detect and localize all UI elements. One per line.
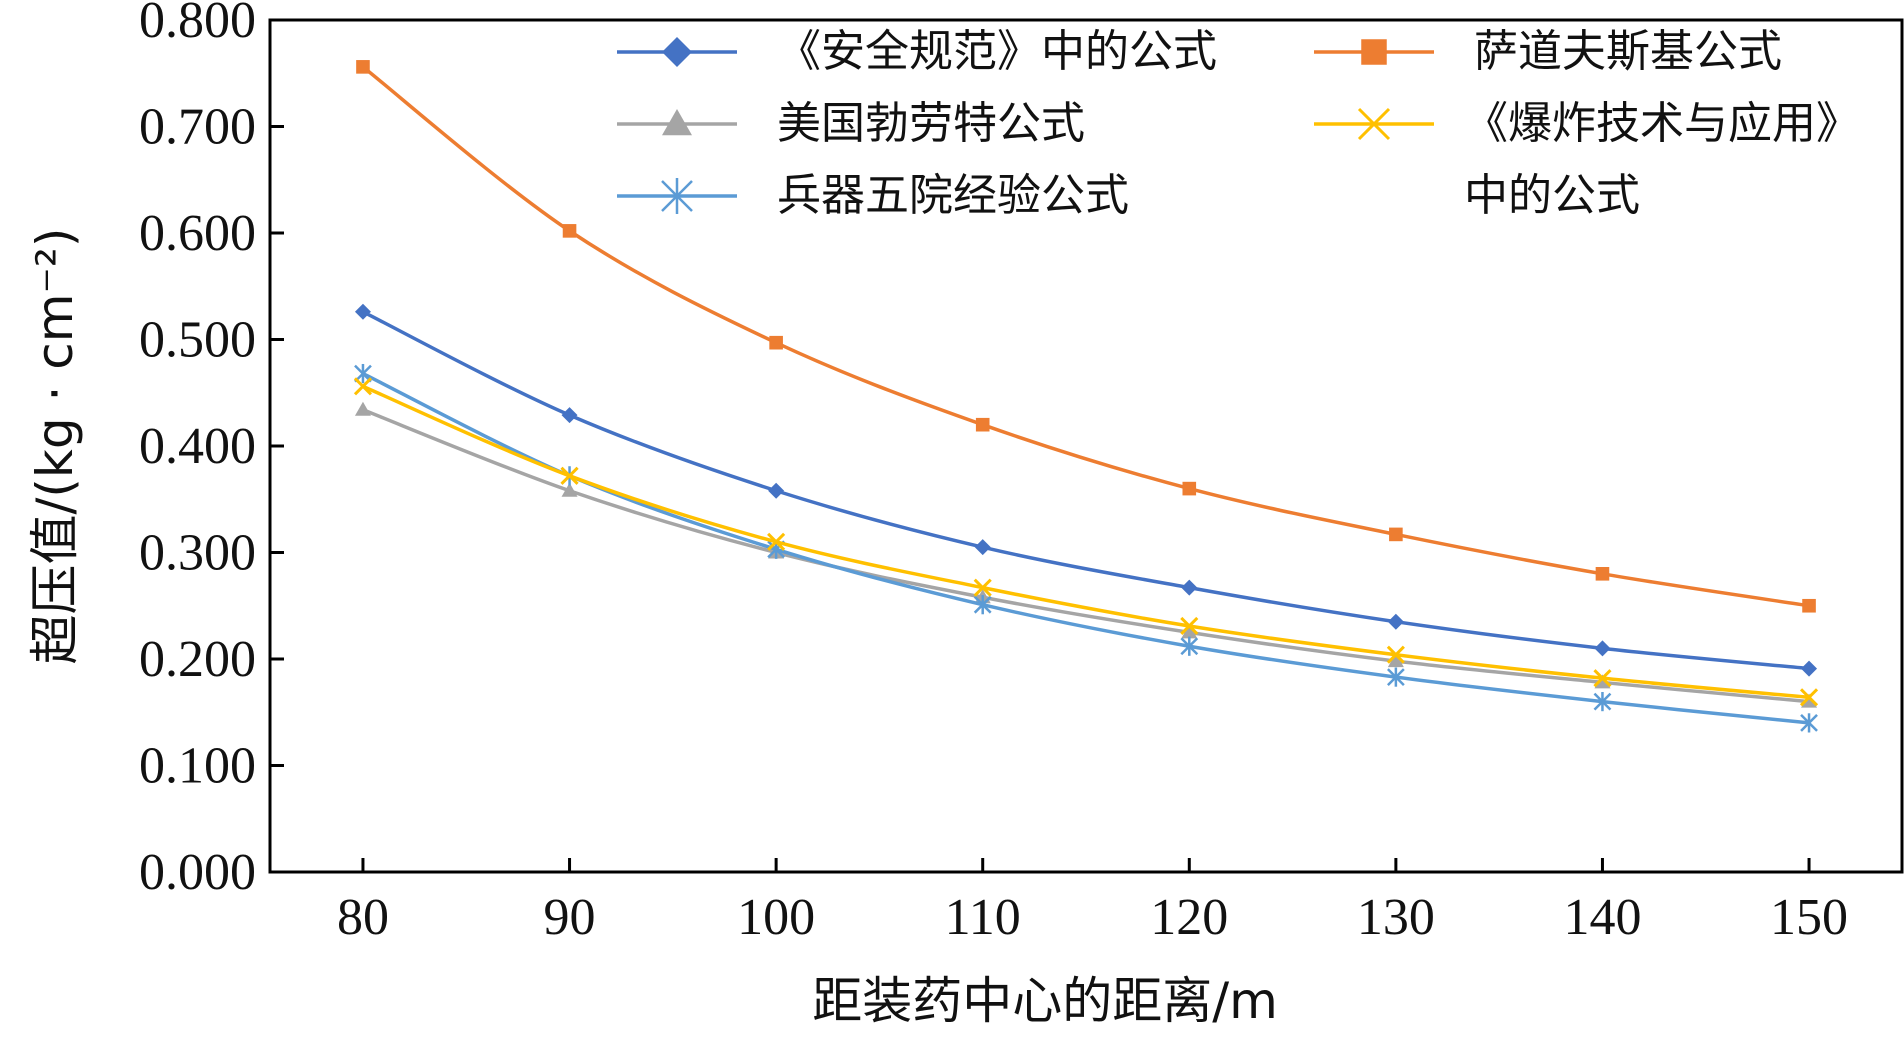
- legend-item: 《爆炸技术与应用》中的公式: [1314, 98, 1860, 221]
- data-point: [1387, 653, 1404, 668]
- data-point: [1180, 616, 1199, 636]
- data-point: [1387, 613, 1404, 630]
- legend-label: 美国勃劳特公式: [777, 98, 1085, 149]
- data-point: [1386, 645, 1405, 664]
- data-point: [560, 466, 579, 485]
- y-tick-label: 0.200: [139, 631, 256, 688]
- series-square: [356, 60, 1816, 613]
- legend-item: 美国勃劳特公式: [617, 98, 1085, 149]
- data-point: [1594, 640, 1611, 657]
- legend-label: 《爆炸技术与应用》: [1464, 98, 1860, 149]
- x-tick-label: 140: [1563, 889, 1641, 946]
- legend-label: 兵器五院经验公式: [777, 170, 1129, 221]
- data-point: [1593, 669, 1612, 688]
- data-point: [768, 482, 785, 499]
- legend-marker: [662, 37, 692, 67]
- series-diamond: [354, 303, 1818, 677]
- y-tick-label: 0.500: [139, 312, 256, 369]
- legend-label: 萨道夫斯基公式: [1474, 26, 1782, 77]
- x-axis-title: 距装药中心的距离/m: [812, 972, 1278, 1030]
- data-point: [1182, 481, 1197, 496]
- data-point: [561, 407, 578, 424]
- series-line: [362, 372, 1810, 725]
- y-tick-label: 0.000: [139, 844, 256, 901]
- legend-marker: [1361, 39, 1387, 65]
- data-point: [1801, 693, 1818, 708]
- legend-label: 中的公式: [1464, 170, 1640, 221]
- data-point: [356, 60, 370, 74]
- data-point: [974, 539, 991, 556]
- x-tick-label: 90: [544, 889, 596, 946]
- x-tick-label: 150: [1770, 889, 1848, 946]
- x-tick-label: 80: [337, 889, 389, 946]
- y-tick-label: 0.700: [139, 99, 256, 156]
- legend-marker: [662, 109, 692, 136]
- series-line: [362, 384, 1810, 700]
- y-tick-label: 0.400: [139, 418, 256, 475]
- data-point: [1595, 567, 1610, 581]
- y-tick-label: 0.100: [139, 738, 256, 795]
- x-tick-label: 110: [945, 889, 1021, 946]
- data-point: [767, 532, 786, 551]
- y-axis-title: 超压值/(kg · cm⁻²): [26, 228, 84, 665]
- data-point: [562, 224, 577, 238]
- legend-marker: [1357, 107, 1391, 141]
- data-point: [973, 595, 992, 615]
- legend-label: 《安全规范》中的公式: [777, 26, 1217, 77]
- legend-item: 兵器五院经验公式: [617, 170, 1129, 221]
- legend-item: 《安全规范》中的公式: [617, 26, 1217, 77]
- data-point: [1801, 660, 1818, 677]
- y-tick-label: 0.300: [139, 525, 256, 582]
- data-point: [1799, 688, 1819, 707]
- data-point: [1594, 674, 1611, 689]
- y-tick-label: 0.800: [139, 0, 256, 49]
- data-point: [1181, 579, 1198, 596]
- data-point: [1802, 598, 1816, 613]
- data-point: [354, 401, 371, 416]
- data-point: [1181, 624, 1198, 639]
- y-axis: 0.000 0.100 0.200 0.300 0.400 0.500 0.600 0.700…: [139, 0, 284, 901]
- series-line: [362, 408, 1810, 704]
- x-tick-label: 120: [1150, 889, 1228, 946]
- data-point: [1593, 692, 1612, 712]
- legend-item: 萨道夫斯基公式: [1314, 26, 1782, 77]
- series-x: [353, 377, 1819, 707]
- data-point: [975, 417, 990, 432]
- data-point: [561, 482, 578, 497]
- data-point: [354, 303, 371, 320]
- x-tick-label: 100: [737, 889, 815, 946]
- data-point: [353, 377, 373, 396]
- data-point: [1800, 713, 1818, 733]
- series-line: [362, 310, 1810, 671]
- legend-marker: [661, 178, 693, 214]
- data-point: [769, 335, 783, 350]
- y-tick-label: 0.600: [139, 205, 256, 262]
- data-point: [1180, 636, 1199, 656]
- x-tick-label: 130: [1357, 889, 1435, 946]
- series-layer: [353, 60, 1819, 733]
- data-point: [1389, 527, 1403, 542]
- series-triangle: [354, 401, 1818, 708]
- x-axis: 80 90 100 110 120 130 140 150: [337, 858, 1848, 946]
- data-point: [973, 578, 992, 597]
- data-point: [1386, 667, 1405, 687]
